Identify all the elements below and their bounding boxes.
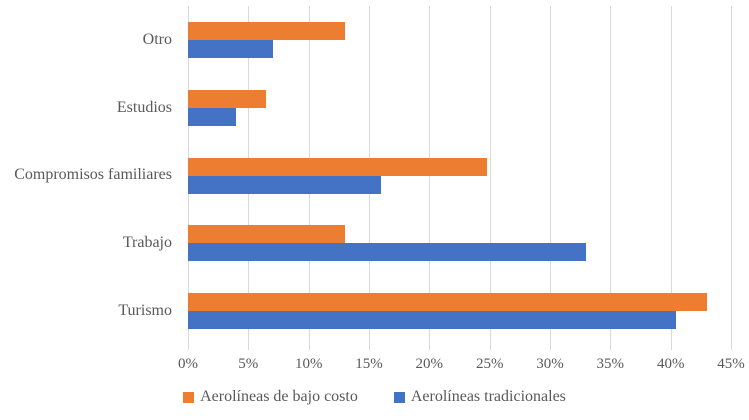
- gridline: [489, 6, 491, 350]
- x-tick-label: 35%: [596, 356, 625, 372]
- bar-bajo-costo: [188, 22, 345, 40]
- category-label: Estudios: [116, 98, 172, 116]
- bar-bajo-costo: [188, 225, 345, 244]
- x-tick-label: 30%: [536, 356, 564, 372]
- category-label: Turismo: [118, 302, 172, 320]
- legend: Aerolíneas de bajo costo Aerolíneas trad…: [0, 388, 749, 406]
- gridline: [550, 6, 551, 350]
- legend-item-tradicionales: Aerolíneas tradicionales: [393, 388, 566, 406]
- category-label: Otro: [142, 30, 172, 48]
- bar-tradicionales: [188, 311, 676, 330]
- gridline: [610, 6, 612, 350]
- bar-tradicionales: [188, 107, 237, 126]
- bar-bajo-costo: [188, 157, 488, 176]
- bar-bajo-costo: [188, 293, 707, 312]
- gridline: [670, 6, 672, 350]
- legend-swatch-blue-icon: [393, 391, 405, 403]
- legend-label-bajo-costo: Aerolíneas de bajo costo: [200, 388, 358, 405]
- x-tick-label: 25%: [475, 356, 504, 372]
- x-tick-label: 5%: [238, 356, 259, 372]
- x-tick-label: 0%: [178, 356, 198, 372]
- gridline: [731, 6, 732, 350]
- category-label: Compromisos familiares: [14, 166, 172, 184]
- legend-label-tradicionales: Aerolíneas tradicionales: [410, 388, 566, 405]
- bar-tradicionales: [188, 243, 587, 262]
- legend-swatch-orange-icon: [183, 391, 195, 403]
- legend-item-bajo-costo: Aerolíneas de bajo costo: [183, 388, 358, 406]
- x-tick-label: 15%: [355, 356, 383, 372]
- bar-tradicionales: [188, 40, 273, 58]
- x-tick-label: 20%: [415, 356, 444, 372]
- x-tick-label: 45%: [717, 356, 745, 372]
- category-label: Trabajo: [122, 234, 172, 252]
- gridline: [429, 6, 431, 350]
- plot-area: [188, 6, 732, 350]
- bar-tradicionales: [188, 175, 382, 194]
- x-tick-label: 10%: [294, 356, 323, 372]
- bar-bajo-costo: [188, 89, 267, 108]
- x-tick-label: 40%: [656, 356, 685, 372]
